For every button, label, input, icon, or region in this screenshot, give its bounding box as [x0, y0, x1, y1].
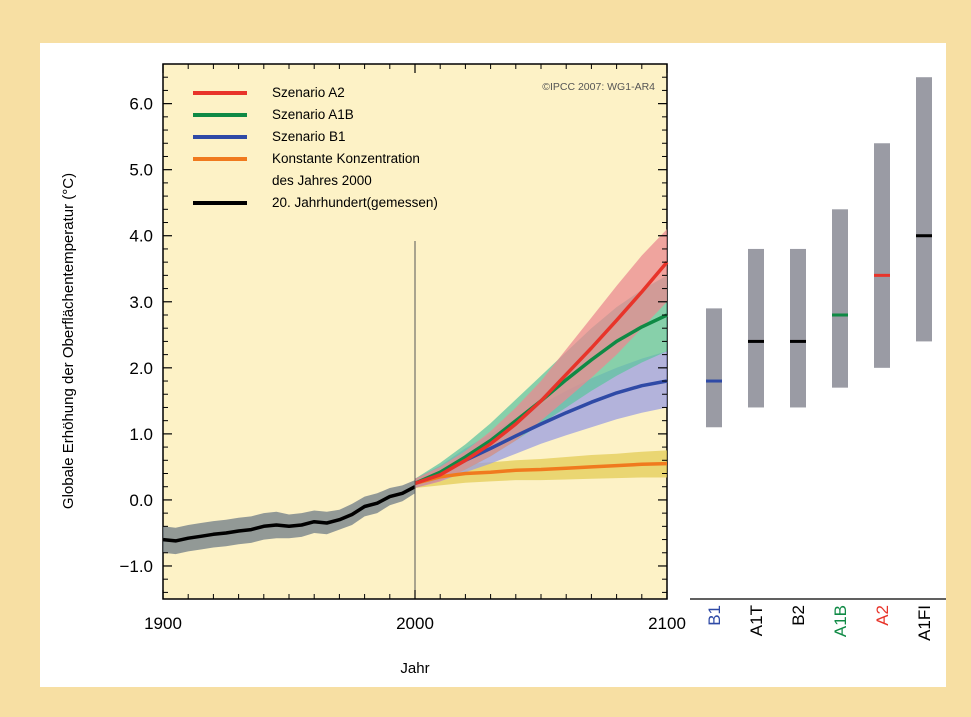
y-tick-label: 0.0 — [129, 491, 153, 510]
legend-label-szenario-a2: Szenario A2 — [272, 85, 345, 100]
legend: Szenario A2 Szenario A1B Szenario B1 Konsta… — [179, 78, 489, 233]
range-bar-a1t — [748, 248, 764, 408]
scenario-label-a1fi: A1FI — [915, 605, 934, 641]
series-line-szenario-a2 — [414, 260, 669, 486]
legend-label-konstante-konzentration-des-jahres-2000: Konstante Konzentration — [272, 151, 420, 166]
y-tick-label: 5.0 — [129, 161, 153, 180]
range-bar-a1b — [832, 209, 848, 388]
range-bar-a2 — [874, 143, 890, 368]
y-tick-label: −1.0 — [119, 557, 153, 576]
legend-label-20-jahrhundert-gemessen: 20. Jahrhundert(gemessen) — [272, 195, 438, 210]
range-bar-a1fi — [916, 77, 932, 342]
series-line-konstante-konzentration-des-jahres-2000 — [414, 461, 668, 486]
range-bar-b1 — [706, 308, 722, 428]
scenario-label-a2: A2 — [873, 605, 892, 626]
y-tick-label: 3.0 — [129, 293, 153, 312]
y-tick-label: 1.0 — [129, 425, 153, 444]
x-tick-label: 2100 — [648, 614, 686, 633]
legend-label-szenario-a1b: Szenario A1B — [272, 107, 354, 122]
scenario-label-a1t: A1T — [747, 605, 766, 636]
temperature-chart: −1.0 0.0 1.0 2.0 3.0 4.0 5.0 6.0 1900 2000 2100 Sz… — [60, 63, 946, 677]
series-line-20-jahrhundert-gemessen — [162, 485, 416, 543]
y-tick-label: 4.0 — [129, 227, 153, 246]
x-tick-label: 1900 — [144, 614, 182, 633]
range-bar-b2 — [790, 248, 806, 408]
legend-label-szenario-b1: Szenario B1 — [272, 129, 346, 144]
scenario-label-a1b: A1B — [831, 605, 850, 637]
x-axis-label: Jahr — [400, 660, 429, 677]
legend-label-konstante-konzentration-des-jahres-2000: des Jahres 2000 — [272, 173, 372, 188]
band-20-jahrhundert-gemessen — [163, 480, 415, 555]
x-tick-label: 2000 — [396, 614, 434, 633]
y-tick-label: 2.0 — [129, 359, 153, 378]
y-axis-label: Globale Erhöhung der Oberflächentemperat… — [60, 173, 77, 509]
ipcc-watermark: ©IPCC 2007: WG1-AR4 — [542, 81, 655, 93]
figure-panel: −1.0 0.0 1.0 2.0 3.0 4.0 5.0 6.0 1900 2000 2100 Sz… — [40, 43, 946, 687]
y-tick-label: 6.0 — [129, 95, 153, 114]
scenario-label-b2: B2 — [789, 605, 808, 626]
scenario-label-b1: B1 — [705, 605, 724, 626]
